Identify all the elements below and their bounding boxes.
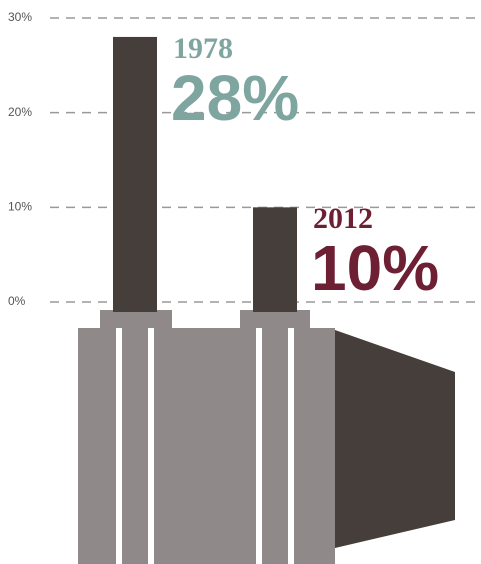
stripe	[256, 328, 262, 564]
stripe	[116, 328, 122, 564]
stripe	[288, 328, 294, 564]
y-tick-label: 30%	[8, 10, 32, 24]
value-label: 10%	[311, 232, 439, 304]
ledge	[240, 310, 310, 330]
factory-wing	[335, 330, 455, 548]
y-tick-label: 10%	[8, 200, 32, 214]
category-label: 2012	[313, 202, 373, 235]
value-label: 28%	[171, 62, 299, 134]
y-tick-label: 20%	[8, 105, 32, 119]
ledge	[100, 310, 172, 330]
category-label: 1978	[173, 32, 233, 65]
y-tick-label: 0%	[8, 294, 26, 308]
stripe	[148, 328, 154, 564]
bar	[253, 207, 297, 312]
factory	[78, 310, 455, 564]
bar	[113, 36, 157, 312]
